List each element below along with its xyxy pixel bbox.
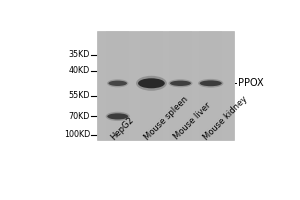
Ellipse shape xyxy=(107,79,128,87)
Text: HepG2: HepG2 xyxy=(109,115,136,142)
Bar xyxy=(169,31,192,140)
Ellipse shape xyxy=(108,81,127,86)
Text: 70KD: 70KD xyxy=(69,112,90,121)
Ellipse shape xyxy=(138,78,165,88)
Bar xyxy=(199,31,222,140)
Ellipse shape xyxy=(106,112,130,121)
Text: PPOX: PPOX xyxy=(238,78,263,88)
Text: Mouse liver: Mouse liver xyxy=(172,101,212,142)
Text: 55KD: 55KD xyxy=(68,91,90,100)
Text: Mouse spleen: Mouse spleen xyxy=(143,94,190,142)
Ellipse shape xyxy=(200,80,222,86)
Ellipse shape xyxy=(107,113,128,119)
Ellipse shape xyxy=(170,81,191,86)
Text: 100KD: 100KD xyxy=(64,130,90,139)
Bar xyxy=(97,31,234,140)
Text: 40KD: 40KD xyxy=(69,66,90,75)
Text: Mouse kidney: Mouse kidney xyxy=(202,94,250,142)
Ellipse shape xyxy=(136,76,167,91)
Ellipse shape xyxy=(169,79,193,87)
Ellipse shape xyxy=(198,79,224,88)
Bar xyxy=(140,31,163,140)
Bar xyxy=(106,31,129,140)
Text: 35KD: 35KD xyxy=(69,50,90,59)
